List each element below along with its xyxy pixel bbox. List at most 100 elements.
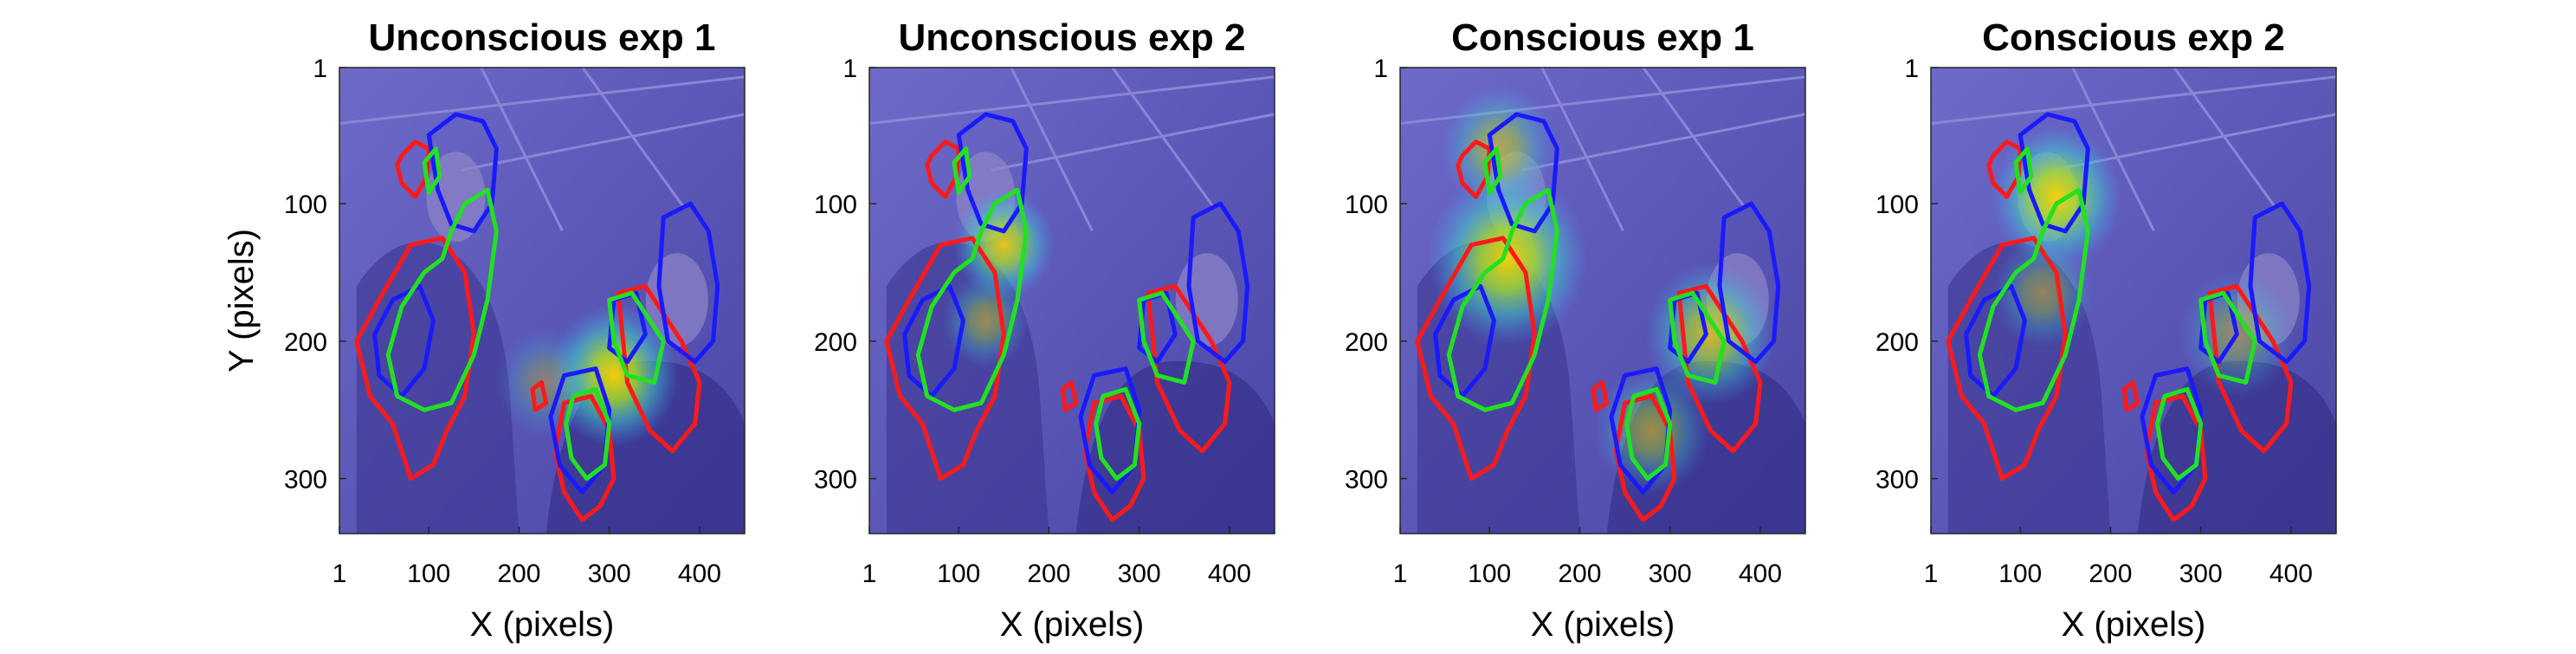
panel-title: Conscious exp 2 bbox=[1982, 16, 2285, 59]
x-axis-label: X (pixels) bbox=[1000, 605, 1145, 644]
panel-4: 1 100 200 300 400 1 100 200 300 Conscious exp 2 X … bbox=[1876, 16, 2337, 644]
plot-area bbox=[339, 68, 745, 534]
contour-green-1 bbox=[952, 146, 972, 195]
contour-green-2 bbox=[385, 187, 499, 412]
contour-red-4 bbox=[530, 379, 549, 412]
contour-red-1 bbox=[395, 139, 431, 199]
axes-box bbox=[1930, 67, 2337, 534]
y-tick-label: 300 bbox=[1876, 466, 1919, 495]
contour-blue-2 bbox=[372, 283, 436, 398]
background-line bbox=[1931, 75, 2336, 126]
x-tick-label: 100 bbox=[407, 560, 450, 588]
contour-blue-2 bbox=[902, 283, 965, 398]
contour-blue-5 bbox=[2140, 366, 2204, 495]
contour-blue-3 bbox=[1186, 201, 1250, 365]
x-tick-label: 200 bbox=[1558, 560, 1601, 588]
panel-1: 1 100 200 300 400 1 100 200 300 Unconscious exp 1… bbox=[223, 16, 746, 644]
background-line bbox=[1642, 68, 1746, 209]
contour-green-1 bbox=[1482, 146, 1503, 195]
contour-red-1 bbox=[925, 139, 961, 199]
contour-red-3 bbox=[616, 283, 702, 454]
contour-green-2 bbox=[1446, 187, 1559, 412]
y-axis-label: Y (pixels) bbox=[223, 229, 261, 372]
y-tick-label: 1 bbox=[843, 55, 857, 83]
contour-red-3 bbox=[2207, 283, 2294, 454]
x-tick-label: 200 bbox=[1027, 560, 1070, 588]
contour-red-3 bbox=[1146, 283, 1232, 454]
contour-green-1 bbox=[422, 146, 442, 195]
axes-box bbox=[339, 67, 746, 534]
contour-blue-5 bbox=[1078, 366, 1142, 495]
contour-red-4 bbox=[1060, 379, 1079, 412]
background-line bbox=[581, 68, 686, 209]
x-axis-label: X (pixels) bbox=[2062, 605, 2206, 644]
contour-red-4 bbox=[2121, 379, 2140, 412]
panel-2: 1 100 200 300 400 1 100 200 300 Unconscious exp 2… bbox=[814, 16, 1275, 644]
y-tick-label: 100 bbox=[1876, 191, 1919, 219]
y-tick-label: 100 bbox=[1345, 191, 1388, 219]
y-tick-label: 300 bbox=[1345, 466, 1388, 495]
y-tick-label: 100 bbox=[284, 191, 327, 219]
plot-area bbox=[1400, 68, 1805, 534]
background-line bbox=[991, 113, 1275, 172]
panel-3: 1 100 200 300 400 1 100 200 300 Conscious exp 1 X … bbox=[1345, 16, 1806, 644]
y-tick-label: 1 bbox=[1373, 55, 1388, 83]
contour-green-3 bbox=[1668, 290, 1727, 385]
x-tick-label: 1 bbox=[862, 560, 877, 588]
background-line bbox=[869, 75, 1275, 126]
background-line bbox=[1111, 68, 1216, 209]
y-tick-label: 200 bbox=[1345, 328, 1388, 357]
background-line bbox=[461, 113, 745, 172]
y-tick-label: 200 bbox=[284, 328, 327, 357]
x-tick-label: 1 bbox=[1393, 560, 1408, 588]
background-line bbox=[1540, 68, 1624, 231]
x-tick-label: 300 bbox=[2179, 560, 2223, 588]
x-tick-label: 1 bbox=[1924, 560, 1939, 588]
y-tick-label: 1 bbox=[1904, 55, 1919, 83]
x-tick-label: 200 bbox=[2089, 560, 2132, 588]
x-tick-label: 300 bbox=[588, 560, 631, 588]
x-tick-label: 100 bbox=[1468, 560, 1511, 588]
x-tick-label: 100 bbox=[937, 560, 980, 588]
contour-red-4 bbox=[1591, 379, 1610, 412]
contour-green-1 bbox=[2013, 146, 2034, 195]
y-tick-label: 300 bbox=[814, 466, 857, 495]
axes-box bbox=[868, 67, 1275, 534]
contour-green-4 bbox=[2155, 386, 2204, 482]
x-axis-label: X (pixels) bbox=[1531, 605, 1675, 644]
y-tick-label: 1 bbox=[313, 55, 327, 83]
contour-blue-5 bbox=[548, 366, 612, 495]
contour-green-2 bbox=[1977, 187, 2090, 412]
plot-area bbox=[869, 68, 1275, 534]
contour-red-3 bbox=[1676, 283, 1763, 454]
plot-area bbox=[1931, 68, 2336, 534]
contour-green-3 bbox=[2198, 290, 2257, 385]
y-tick-label: 200 bbox=[1876, 328, 1919, 357]
y-tick-label: 200 bbox=[814, 328, 857, 357]
heat-spot-2 bbox=[1992, 237, 2094, 349]
heat-spot-2 bbox=[495, 327, 597, 438]
x-tick-label: 400 bbox=[1739, 560, 1782, 588]
x-tick-label: 1 bbox=[332, 560, 347, 588]
contour-green-4 bbox=[1624, 386, 1673, 482]
y-tick-label: 300 bbox=[284, 466, 327, 495]
background-line bbox=[2172, 68, 2277, 209]
contour-red-2 bbox=[1415, 236, 1537, 482]
contour-blue-2 bbox=[1433, 283, 1496, 398]
x-tick-label: 100 bbox=[1998, 560, 2042, 588]
heat-spot-4 bbox=[1594, 366, 1710, 495]
contour-green-3 bbox=[607, 290, 666, 385]
contour-green-4 bbox=[1094, 386, 1142, 482]
y-tick-label: 100 bbox=[814, 191, 857, 219]
contour-red-2 bbox=[884, 236, 1006, 482]
contour-blue-2 bbox=[1964, 283, 2027, 398]
contour-blue-3 bbox=[656, 201, 720, 365]
contour-red-1 bbox=[1986, 139, 2023, 199]
panel-title: Conscious exp 1 bbox=[1451, 16, 1754, 59]
x-tick-label: 400 bbox=[1208, 560, 1251, 588]
axes-box bbox=[1399, 67, 1806, 534]
contour-blue-3 bbox=[1717, 201, 1781, 365]
contour-green-3 bbox=[1137, 290, 1196, 385]
panel-title: Unconscious exp 1 bbox=[368, 16, 715, 59]
